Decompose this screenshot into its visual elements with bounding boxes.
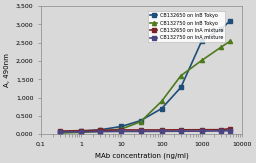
Line: CB132650 on InA mixture: CB132650 on InA mixture — [58, 127, 232, 133]
Line: CB132750 on InB Tokyo: CB132750 on InB Tokyo — [58, 39, 232, 135]
CB132750 on InA mixture — [200, 130, 204, 132]
CB132650 on InA mixture — [220, 129, 223, 131]
CB132650 on InB Tokyo — [120, 126, 123, 127]
CB132750 on InB Tokyo — [220, 46, 223, 48]
CB132750 on InB Tokyo — [139, 121, 142, 123]
CB132650 on InB Tokyo — [200, 40, 204, 42]
CB132650 on InA mixture — [80, 130, 83, 132]
CB132750 on InA mixture — [139, 130, 142, 132]
CB132650 on InB Tokyo — [59, 131, 62, 133]
CB132750 on InB Tokyo — [80, 131, 83, 133]
CB132750 on InB Tokyo — [120, 128, 123, 130]
X-axis label: MAb concentration (ng/ml): MAb concentration (ng/ml) — [95, 152, 188, 159]
CB132750 on InA mixture — [160, 130, 163, 132]
CB132650 on InA mixture — [200, 129, 204, 131]
CB132650 on InB Tokyo — [220, 28, 223, 30]
CB132650 on InA mixture — [179, 129, 183, 131]
CB132750 on InB Tokyo — [160, 100, 163, 102]
CB132650 on InA mixture — [59, 130, 62, 132]
CB132650 on InA mixture — [160, 129, 163, 131]
CB132650 on InB Tokyo — [160, 108, 163, 110]
CB132650 on InA mixture — [139, 129, 142, 131]
CB132750 on InB Tokyo — [229, 40, 232, 42]
CB132750 on InA mixture — [120, 130, 123, 132]
CB132750 on InB Tokyo — [200, 59, 204, 61]
CB132650 on InB Tokyo — [229, 20, 232, 22]
CB132750 on InA mixture — [229, 130, 232, 132]
CB132750 on InB Tokyo — [179, 75, 183, 77]
CB132750 on InA mixture — [99, 131, 102, 133]
CB132750 on InB Tokyo — [59, 132, 62, 134]
Line: CB132750 on InA mixture: CB132750 on InA mixture — [58, 129, 232, 134]
CB132750 on InA mixture — [220, 130, 223, 132]
CB132750 on InA mixture — [179, 130, 183, 132]
Line: CB132650 on InB Tokyo: CB132650 on InB Tokyo — [58, 19, 232, 134]
CB132650 on InB Tokyo — [179, 86, 183, 88]
CB132650 on InA mixture — [229, 128, 232, 130]
CB132650 on InB Tokyo — [80, 130, 83, 132]
CB132650 on InB Tokyo — [139, 120, 142, 122]
CB132650 on InA mixture — [120, 129, 123, 131]
Y-axis label: A, 490nm: A, 490nm — [4, 53, 10, 87]
CB132750 on InB Tokyo — [99, 130, 102, 132]
CB132650 on InA mixture — [99, 129, 102, 131]
CB132750 on InA mixture — [59, 131, 62, 133]
Legend: CB132650 on InB Tokyo, CB132750 on InB Tokyo, CB132650 on InA mixture, CB132750 : CB132650 on InB Tokyo, CB132750 on InB T… — [148, 11, 225, 42]
CB132750 on InA mixture — [80, 131, 83, 133]
CB132650 on InB Tokyo — [99, 129, 102, 131]
